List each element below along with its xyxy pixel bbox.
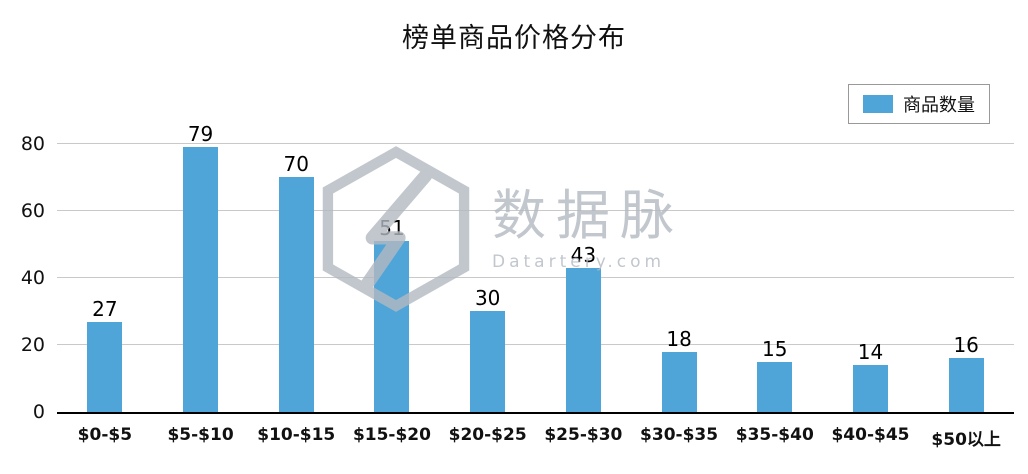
bar-column: 18 <box>631 117 727 412</box>
gridline-60 <box>57 209 1014 211</box>
y-tick-label-80: 80 <box>20 132 45 155</box>
bar-column: 43 <box>536 117 632 412</box>
y-tick-label-0: 0 <box>32 401 45 423</box>
bar-$25-$30 <box>565 267 601 412</box>
x-axis-labels: $0-$5 $5-$10 $10-$15 $15-$20 $20-$25 $25-$30 $… <box>57 417 1014 453</box>
bar-column: 70 <box>248 117 344 412</box>
y-tick-label-60: 60 <box>20 199 45 222</box>
legend-swatch <box>863 95 893 113</box>
x-tick-label: $5-$10 <box>167 425 234 445</box>
bar-value-label: 70 <box>283 152 309 177</box>
bar-value-label: 16 <box>953 333 979 358</box>
bar-value-label: 27 <box>92 296 118 321</box>
bar-column: 14 <box>823 117 919 412</box>
bar-column: 15 <box>727 117 823 412</box>
legend-label: 商品数量 <box>903 95 975 116</box>
bar-$40-$45 <box>852 365 888 412</box>
bar-column: 27 <box>57 117 153 412</box>
x-tick-label: $10-$15 <box>257 425 336 445</box>
gridline-40 <box>57 276 1014 278</box>
x-tick-label: $50以上 <box>931 430 1001 450</box>
bar-value-label: 18 <box>666 326 692 351</box>
y-tick-label-20: 20 <box>20 333 45 356</box>
bar-$35-$40 <box>757 361 793 412</box>
gridline-20 <box>57 343 1014 345</box>
x-tick-label: $35-$40 <box>735 425 814 445</box>
x-tick-label: $20-$25 <box>448 425 527 445</box>
bar-$20-$25 <box>470 311 506 412</box>
chart-title: 榜单商品价格分布 <box>402 23 626 54</box>
x-tick-label: $30-$35 <box>640 425 719 445</box>
x-tick-label: $0-$5 <box>77 425 133 445</box>
bars-container: 27 79 70 51 30 43 18 15 14 16 <box>57 117 1014 412</box>
bar-value-label: 30 <box>474 286 501 311</box>
bar-$5-$10 <box>183 147 219 412</box>
bar-column: 79 <box>153 117 249 412</box>
bar-column: 16 <box>918 117 1014 412</box>
bar-$10-$15 <box>278 177 314 412</box>
bar-column: 51 <box>344 117 440 412</box>
x-tick-label: $15-$20 <box>352 425 431 445</box>
y-tick-label-40: 40 <box>20 266 45 289</box>
bar-$15-$20 <box>374 241 410 412</box>
bar-value-label: 79 <box>187 122 214 147</box>
gridline-80 <box>57 142 1014 144</box>
x-tick-label: $40-$45 <box>831 425 910 445</box>
bar-value-label: 51 <box>379 216 405 241</box>
bar-column: 30 <box>440 117 536 412</box>
plot-area: 0 20 40 60 80 27 79 70 51 30 43 18 15 14 16 <box>21 117 1014 423</box>
bar-$0-$5 <box>87 321 123 412</box>
bar-$50以上 <box>948 358 984 412</box>
legend: 商品数量 <box>848 84 990 124</box>
bar-value-label: 14 <box>857 340 884 365</box>
bar-value-label: 15 <box>762 336 788 361</box>
x-tick-label: $25-$30 <box>544 425 623 445</box>
bar-value-label: 43 <box>570 242 597 267</box>
bar-$30-$35 <box>661 351 697 412</box>
